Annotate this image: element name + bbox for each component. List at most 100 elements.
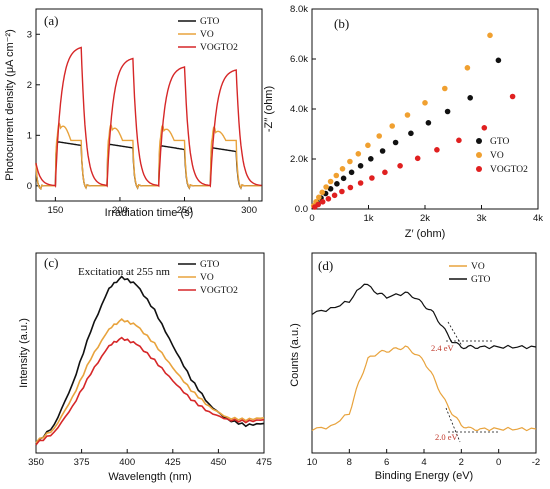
- data-point-vogto2: [357, 180, 364, 186]
- panel-c-xtick-label: 475: [256, 457, 272, 468]
- legend-label-vogto2: VOGTO2: [200, 286, 238, 296]
- panel-b-xtick-label: 4k: [533, 213, 543, 224]
- series-line-vogto2: [35, 336, 265, 446]
- series-line-vo: [35, 121, 262, 191]
- data-point-vo: [422, 100, 428, 106]
- panel-b-xtick-label: 2k: [420, 213, 430, 224]
- panel-a-ytick-label: 2: [27, 80, 32, 91]
- legend-dot-vogto2: [476, 166, 482, 172]
- legend-label-vogto2: VOGTO2: [490, 165, 528, 175]
- panel-c-xtick-label: 400: [119, 457, 135, 468]
- panel-b-ytick-label: 8.0k: [290, 4, 308, 15]
- data-point-gto: [467, 95, 474, 101]
- panel-a-xtick-label: 250: [177, 205, 193, 216]
- data-point-gto: [425, 120, 432, 126]
- panel-a-plot-area: 150 200 250 300 0 1 2 3: [27, 29, 262, 216]
- panel-c-ylabel: Intensity (a.u.): [18, 318, 30, 388]
- panel-a-ytick-label: 0: [27, 181, 32, 192]
- panel-d-frame: [311, 252, 537, 454]
- panel-d-xtick-label: 6: [384, 457, 389, 468]
- panel-c-frame: [35, 252, 265, 454]
- legend-label-vo: VO: [471, 262, 485, 272]
- panel-a-xtick-label: 150: [47, 205, 63, 216]
- legend-label-gto: GTO: [200, 17, 219, 27]
- data-point-vogto2: [382, 169, 388, 176]
- panel-b-ytick-label: 2.0k: [290, 154, 308, 165]
- data-point-vo: [327, 178, 334, 185]
- panel-d-label: (d): [318, 258, 333, 273]
- panel-d-legend: VO GTO: [449, 262, 490, 285]
- panel-a-ytick-label: 1: [27, 130, 32, 141]
- band-edge-annotation-vo: 2.0 eV: [435, 407, 500, 443]
- data-point-vo: [365, 142, 371, 149]
- legend-label-gto: GTO: [490, 137, 509, 147]
- panel-c-xtick-label: 375: [74, 457, 90, 468]
- panel-c-legend: GTO VO VOGTO2: [178, 260, 238, 296]
- data-point-vogto2: [331, 192, 338, 199]
- panel-d-plot-area: 10 8 6 4 2 0 -2: [307, 283, 540, 468]
- panel-a-xlabel: Irradiation time (s): [105, 207, 194, 219]
- panel-a-ylabel: Photocurrent density (μA cm⁻²): [4, 29, 16, 181]
- data-point-gto: [357, 163, 364, 169]
- data-point-vogto2: [369, 175, 375, 181]
- band-edge-annotation-gto: 2.4 eV: [431, 321, 494, 353]
- legend-dot-gto: [476, 138, 482, 144]
- data-point-vogto2: [397, 163, 403, 169]
- data-point-gto: [379, 148, 386, 154]
- series-line-gto: [35, 275, 265, 446]
- panel-a-xtick-label: 300: [241, 205, 257, 216]
- panel-b-ytick-label: 4.0k: [290, 104, 308, 115]
- panel-b-xtick-label: 3k: [476, 213, 486, 224]
- panel-c-plot-area: 350 375 400 425 450 475: [28, 275, 272, 468]
- legend-label-gto: GTO: [200, 260, 219, 270]
- data-point-vogto2: [414, 155, 421, 162]
- legend-label-gto: GTO: [471, 275, 490, 285]
- series-line-vogto2: [35, 46, 262, 188]
- panel-b-ytick-label: 6.0k: [290, 54, 308, 65]
- panel-c-xtick-label: 350: [28, 457, 44, 468]
- series-line-vo: [311, 345, 537, 432]
- data-point-vo: [347, 158, 353, 165]
- panel-d-xtick-label: 10: [307, 457, 318, 468]
- data-point-vogto2: [325, 196, 332, 202]
- legend-label-vogto2: VOGTO2: [200, 43, 238, 53]
- data-point-vogto2: [315, 201, 322, 208]
- panel-a-ytick-label: 3: [27, 29, 32, 40]
- data-point-vo: [376, 133, 383, 139]
- panel-b-plot-area: 0 1k 2k 3k 4k 0.0 2.0k 4.0k 6.0k 8.0k: [290, 4, 543, 224]
- panel-d: 10 8 6 4 2 0 -2 (d) VO GTO 2.4 eV 2.0 eV Bindi…: [289, 252, 540, 482]
- band-edge-tangent-gto: [447, 321, 463, 347]
- panel-d-xtick-label: 8: [347, 457, 352, 468]
- data-point-vo: [355, 151, 362, 157]
- data-point-gto: [327, 186, 334, 192]
- series-line-gto: [311, 283, 537, 350]
- series-line-vo: [35, 318, 265, 444]
- data-point-vo: [333, 172, 340, 179]
- data-point-gto: [348, 169, 355, 176]
- data-point-vo: [464, 65, 471, 71]
- panel-c-annotation: Excitation at 255 nm: [78, 266, 170, 278]
- panel-d-xtick-label: -2: [532, 457, 540, 468]
- panel-d-ylabel: Counts (a.u.): [289, 323, 301, 387]
- data-point-gto: [408, 130, 414, 137]
- panel-b-ylabel: -Z′′ (ohm): [263, 86, 275, 132]
- panel-a: 150 200 250 300 0 1 2 3 (a) GTO VO VOGTO2 Irrad…: [4, 8, 263, 219]
- band-gap-label-gto: 2.4 eV: [431, 343, 455, 353]
- panel-a-xtick-label: 200: [112, 205, 128, 216]
- data-point-vo: [442, 85, 448, 92]
- legend-label-vo: VO: [200, 273, 214, 283]
- panel-c-xtick-label: 425: [165, 457, 181, 468]
- panel-b-xtick-label: 0: [309, 213, 314, 224]
- data-point-vogto2: [481, 125, 488, 131]
- data-point-gto: [444, 108, 451, 115]
- data-point-vo: [487, 32, 493, 39]
- panel-b-xlabel: Z′ (ohm): [405, 228, 446, 240]
- panel-b: 0 1k 2k 3k 4k 0.0 2.0k 4.0k 6.0k 8.0k (b) GTO VO …: [263, 4, 543, 240]
- data-point-vogto2: [347, 184, 354, 191]
- panel-b-xtick-label: 1k: [363, 213, 373, 224]
- data-point-vogto2: [434, 147, 440, 153]
- data-point-vo: [319, 189, 326, 196]
- data-point-gto: [368, 156, 374, 162]
- data-point-vo: [316, 194, 322, 201]
- data-point-vogto2: [509, 93, 516, 100]
